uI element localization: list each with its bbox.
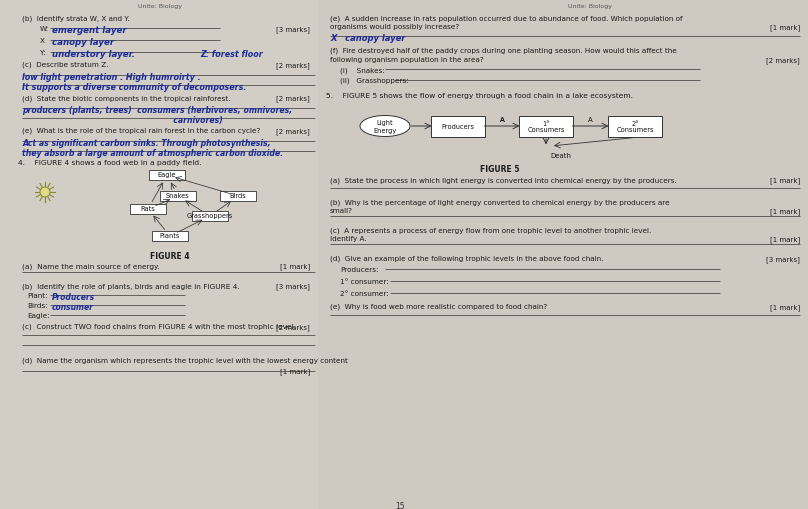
Text: [1 mark]: [1 mark]	[770, 236, 800, 242]
Text: small?: small?	[330, 208, 353, 214]
Text: (e)  A sudden increase in rats population occurred due to abundance of food. Whi: (e) A sudden increase in rats population…	[330, 15, 683, 21]
Text: [2 marks]: [2 marks]	[276, 62, 310, 69]
Text: [1 mark]: [1 mark]	[280, 367, 310, 374]
Text: 1° consumer:: 1° consumer:	[340, 278, 389, 285]
Text: 2° consumer:: 2° consumer:	[340, 291, 389, 296]
Text: producers (plants, trees)  consumers (herbivores, omnivores,: producers (plants, trees) consumers (her…	[22, 106, 292, 115]
Text: It supports a diverse community of decomposers.: It supports a diverse community of decom…	[22, 83, 246, 92]
Text: Eagle: Eagle	[158, 172, 176, 178]
Ellipse shape	[40, 188, 50, 197]
Text: emergent layer: emergent layer	[52, 26, 127, 35]
Bar	[0, 0, 318, 509]
Text: (f)  Fire destroyed half of the paddy crops during one planting season. How woul: (f) Fire destroyed half of the paddy cro…	[330, 48, 677, 54]
Text: A: A	[588, 117, 593, 123]
Text: (c)  A represents a process of energy flow from one trophic level to another tro: (c) A represents a process of energy flo…	[330, 227, 651, 233]
Text: Z: forest floor: Z: forest floor	[200, 50, 263, 59]
Text: Birds:: Birds:	[27, 302, 48, 308]
Text: Unite: Biology: Unite: Biology	[138, 4, 182, 9]
Text: (e)  What is the role of the tropical rain forest in the carbon cycle?: (e) What is the role of the tropical rai…	[22, 128, 260, 134]
Text: [1 mark]: [1 mark]	[770, 303, 800, 310]
Text: Producers:: Producers:	[340, 267, 378, 272]
Text: Eagle:: Eagle:	[27, 313, 49, 318]
Text: [2 marks]: [2 marks]	[276, 128, 310, 134]
Text: Producers: Producers	[52, 293, 95, 301]
Text: X: X	[40, 38, 45, 44]
Text: following organism population in the area?: following organism population in the are…	[330, 57, 484, 63]
Bar	[220, 191, 256, 202]
Text: (i)    Snakes:: (i) Snakes:	[340, 67, 385, 73]
Text: they absorb a large amount of atmospheric carbon dioxide.: they absorb a large amount of atmospheri…	[22, 149, 283, 158]
Text: (c)  Describe stratum Z.: (c) Describe stratum Z.	[22, 62, 108, 68]
Bar	[519, 116, 573, 137]
Text: Identify A.: Identify A.	[330, 236, 367, 242]
Text: [2 marks]: [2 marks]	[276, 323, 310, 330]
Bar	[431, 116, 485, 137]
Text: canopy layer: canopy layer	[52, 38, 114, 47]
Text: [1 mark]: [1 mark]	[770, 24, 800, 31]
Text: [1 mark]: [1 mark]	[770, 208, 800, 214]
Text: 5.    FIGURE 5 shows the flow of energy through a food chain in a lake ecosystem: 5. FIGURE 5 shows the flow of energy thr…	[326, 93, 633, 99]
Text: [2 marks]: [2 marks]	[276, 95, 310, 102]
Text: Producers: Producers	[441, 124, 474, 130]
Text: Death: Death	[550, 153, 571, 159]
Text: Birds: Birds	[229, 192, 246, 199]
Text: Y:: Y:	[40, 50, 46, 56]
Text: X   canopy layer: X canopy layer	[330, 34, 406, 43]
Text: (b)  Identify strata W, X and Y.: (b) Identify strata W, X and Y.	[22, 15, 129, 21]
Text: [3 marks]: [3 marks]	[276, 282, 310, 289]
Text: FIGURE 5: FIGURE 5	[480, 165, 520, 174]
Bar	[608, 116, 662, 137]
Text: (d)  State the biotic components in the tropical rainforest.: (d) State the biotic components in the t…	[22, 95, 230, 101]
Text: 4.    FIGURE 4 shows a food web in a paddy field.: 4. FIGURE 4 shows a food web in a paddy …	[18, 160, 201, 165]
Text: organisms would possibly increase?: organisms would possibly increase?	[330, 24, 459, 30]
Text: 1°
Consumers: 1° Consumers	[528, 120, 565, 133]
Ellipse shape	[360, 116, 410, 137]
Bar	[152, 232, 188, 242]
Text: [1 mark]: [1 mark]	[770, 177, 800, 183]
Text: [3 marks]: [3 marks]	[766, 256, 800, 262]
Text: (a)  Name the main source of energy.: (a) Name the main source of energy.	[22, 263, 160, 269]
Text: FIGURE 4: FIGURE 4	[150, 251, 190, 261]
Text: consumer: consumer	[52, 302, 94, 312]
Text: Act as significant carbon sinks. Through photosynthesis,: Act as significant carbon sinks. Through…	[22, 139, 271, 148]
Text: [3 marks]: [3 marks]	[276, 26, 310, 33]
Text: Rats: Rats	[141, 206, 155, 212]
Text: (c)  Construct TWO food chains from FIGURE 4 with the most trophic level.: (c) Construct TWO food chains from FIGUR…	[22, 323, 296, 330]
Text: A: A	[499, 117, 504, 123]
Text: W:: W:	[40, 26, 49, 32]
Text: Plant:: Plant:	[27, 293, 48, 298]
Text: 15: 15	[395, 501, 405, 509]
Text: low light penetration . High humroirty .: low light penetration . High humroirty .	[22, 73, 200, 82]
Bar	[130, 205, 166, 215]
Text: Snakes: Snakes	[166, 192, 190, 199]
Bar	[149, 171, 185, 181]
Text: [1 mark]: [1 mark]	[280, 263, 310, 269]
Text: 2°
Consumers: 2° Consumers	[617, 120, 654, 133]
Text: (ii)   Grasshoppers:: (ii) Grasshoppers:	[340, 78, 409, 84]
Text: Plants: Plants	[160, 233, 180, 239]
Text: [2 marks]: [2 marks]	[766, 57, 800, 64]
Bar	[160, 191, 196, 202]
Text: (e)  Why is food web more realistic compared to food chain?: (e) Why is food web more realistic compa…	[330, 303, 547, 310]
Text: Unite: Biology: Unite: Biology	[568, 4, 612, 9]
Text: carnivores): carnivores)	[22, 116, 223, 125]
Text: (d)  Name the organism which represents the trophic level with the lowest energy: (d) Name the organism which represents t…	[22, 356, 348, 363]
Text: (b)  Why is the percentage of light energy converted to chemical energy by the p: (b) Why is the percentage of light energ…	[330, 199, 670, 205]
Text: (d)  Give an example of the following trophic levels in the above food chain.: (d) Give an example of the following tro…	[330, 256, 604, 262]
Text: Light
Energy: Light Energy	[373, 120, 397, 133]
Text: (a)  State the process in which light energy is converted into chemical energy b: (a) State the process in which light ene…	[330, 177, 677, 183]
Bar	[192, 212, 228, 221]
Text: A: A	[499, 117, 504, 123]
Text: (b)  Identify the role of plants, birds and eagle in FIGURE 4.: (b) Identify the role of plants, birds a…	[22, 282, 240, 289]
Text: Grasshoppers: Grasshoppers	[187, 213, 234, 218]
Text: understory layer.: understory layer.	[52, 50, 135, 59]
